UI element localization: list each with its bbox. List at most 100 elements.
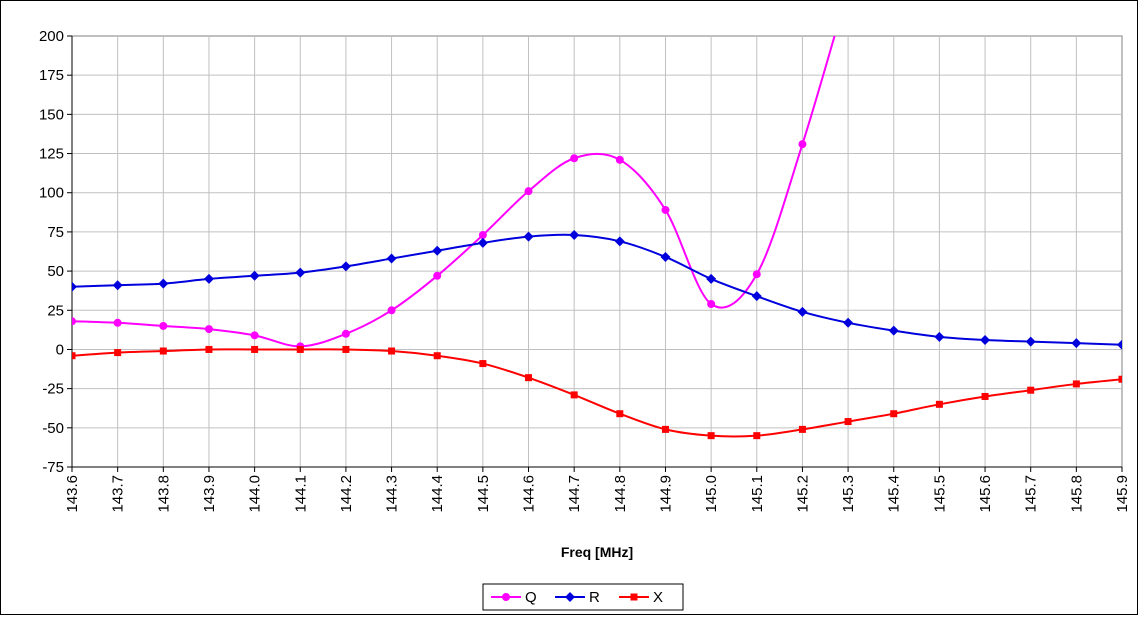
series-q-point: [433, 271, 442, 280]
series-x-point: [72, 352, 76, 360]
series-q-point: [570, 154, 579, 163]
series-x-point: [388, 347, 396, 355]
legend-marker: [502, 593, 510, 601]
series-x-point: [433, 352, 441, 360]
series-x-point: [1072, 380, 1080, 388]
x-tick-label: 144.1: [292, 475, 309, 513]
y-tick-label: -50: [42, 420, 64, 437]
series-r-point: [249, 270, 260, 281]
x-tick-label: 143.6: [64, 475, 81, 513]
series-r-point: [934, 331, 945, 342]
series-r-point: [72, 281, 77, 292]
legend-item-r: R: [555, 589, 600, 606]
plot-area: [71, 35, 1123, 468]
series-x-point: [1118, 375, 1122, 383]
series-r: [72, 230, 1122, 350]
series-x-point: [296, 345, 304, 353]
legend-label: Q: [525, 589, 537, 606]
x-tick-label: 144.0: [247, 475, 264, 513]
series-x-point: [661, 425, 669, 433]
series-x-point: [753, 432, 761, 440]
series-r-point: [660, 251, 671, 262]
series-q-point: [341, 329, 350, 338]
series-x-point: [890, 410, 898, 418]
series-q-point: [159, 321, 168, 330]
x-tick-label: 145.2: [794, 475, 811, 513]
series-x-point: [707, 432, 715, 440]
x-axis-title: Freq [MHz]: [561, 544, 633, 560]
x-tick-label: 145.8: [1068, 475, 1085, 513]
series-r-point: [888, 325, 899, 336]
series-x-point: [570, 391, 578, 399]
series-r-point: [386, 253, 397, 264]
series-x-point: [114, 349, 122, 357]
legend-marker: [565, 592, 575, 602]
series-x-point: [981, 392, 989, 400]
axes: -75 -50 -25 0 25 50 75 100 125 150 175 200 143.6 143.…: [39, 28, 1131, 513]
y-tick-label: 25: [47, 302, 64, 319]
series-r-point: [569, 230, 580, 241]
series-r-point: [1117, 339, 1122, 350]
series-q-point: [661, 205, 670, 214]
grid: [72, 36, 1122, 467]
series-r-point: [751, 291, 762, 302]
x-tick-label: 145.3: [840, 475, 857, 513]
series-x-point: [616, 410, 624, 418]
x-tick-label: 144.5: [475, 475, 492, 513]
series-r-point: [432, 245, 443, 256]
y-tick-label: 50: [47, 263, 64, 280]
series-q-point: [524, 187, 533, 196]
series-r-point: [158, 278, 169, 289]
series-x-line: [72, 348, 1122, 438]
legend-marker: [630, 593, 638, 601]
series-q-point: [615, 155, 624, 164]
series-r-point: [797, 306, 808, 317]
x-tick-label: 145.4: [886, 475, 903, 513]
y-tick-label: 0: [56, 341, 64, 358]
series-x-point: [844, 418, 852, 426]
y-tick-label: 200: [39, 28, 64, 45]
x-tick-label: 144.7: [566, 475, 583, 513]
series-x-point: [342, 345, 350, 353]
series-q-point: [387, 306, 396, 315]
series-q-point: [72, 317, 76, 326]
x-tick-label: 145.5: [931, 475, 948, 513]
x-tick-label: 145.6: [977, 475, 994, 513]
series-r-point: [1025, 336, 1036, 347]
series-r-point: [203, 273, 214, 284]
series-x-point: [1027, 386, 1035, 394]
x-tick-label: 143.8: [155, 475, 172, 513]
series-r-point: [1071, 338, 1082, 349]
series-r-point: [477, 237, 488, 248]
series-q-point: [752, 270, 761, 279]
x-tick-label: 144.3: [384, 475, 401, 513]
x-tick-label: 143.7: [110, 475, 127, 513]
series-q-point: [204, 325, 213, 334]
series-q-point: [798, 140, 807, 149]
legend-label: R: [589, 589, 600, 606]
series-q-point: [478, 231, 487, 240]
series-r-point: [706, 273, 717, 284]
y-tick-label: -25: [42, 381, 64, 398]
x-tick-label: 144.2: [338, 475, 355, 513]
y-tick-label: 175: [39, 67, 64, 84]
x-tick-label: 144.9: [657, 475, 674, 513]
series-x-point: [159, 347, 167, 355]
series-x-point: [251, 345, 259, 353]
series-r-point: [340, 261, 351, 272]
series-layer: [72, 36, 1122, 440]
series-x: [72, 345, 1122, 440]
y-tick-label: -75: [42, 459, 64, 476]
x-tick-label: 143.9: [201, 475, 218, 513]
series-q-point: [113, 318, 122, 327]
x-tick-label: 144.6: [521, 475, 538, 513]
legend-item-q: Q: [491, 589, 537, 606]
series-r-point: [523, 231, 534, 242]
series-x-point: [479, 360, 487, 368]
series-r-point: [614, 236, 625, 247]
x-tick-label: 145.1: [749, 475, 766, 513]
y-tick-label: 75: [47, 224, 64, 241]
series-r-point: [980, 335, 991, 346]
series-r-point: [112, 280, 123, 291]
